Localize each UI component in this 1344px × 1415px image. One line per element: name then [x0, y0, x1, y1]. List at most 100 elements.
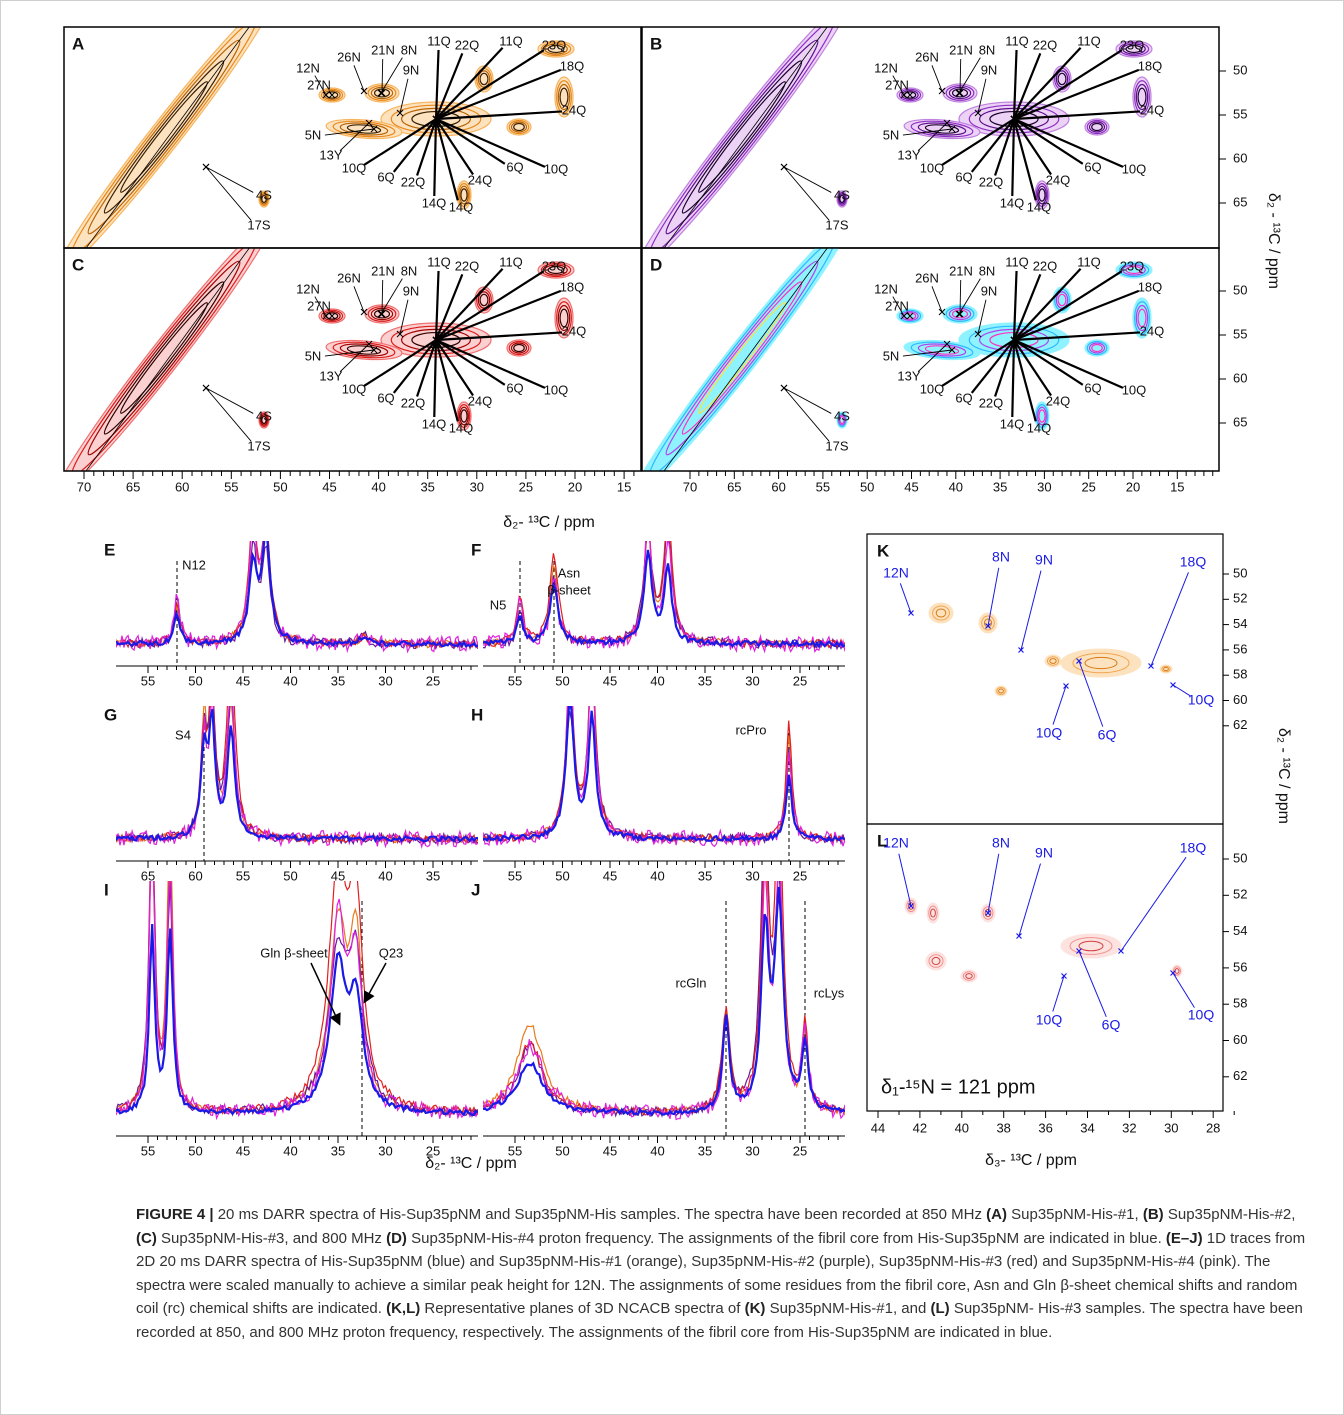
x-tick-label: 30 [1164, 1120, 1178, 1135]
x-tick-label: 35 [698, 868, 712, 883]
peak-pointer [363, 339, 437, 387]
peak-label: 8N [992, 835, 1010, 851]
peak-label: 24Q [1046, 172, 1071, 187]
contour [1091, 343, 1103, 353]
peak-label: 27N [885, 298, 909, 313]
peak-label: 18Q [1180, 554, 1207, 570]
contour [649, 27, 835, 248]
peak-pointer [435, 267, 504, 341]
peak-label: 22Q [979, 174, 1004, 189]
contour [649, 248, 835, 471]
x-tick-label: 50 [273, 479, 287, 494]
contour [984, 908, 992, 918]
peak-label: 18Q [560, 279, 585, 294]
x-tick-label: 28 [1206, 1120, 1220, 1135]
peak-label: 4S [256, 187, 272, 202]
x-tick-label: 34 [1080, 1120, 1094, 1135]
x-tick-label: 50 [860, 479, 874, 494]
peak-marker [1063, 683, 1069, 689]
contour [544, 264, 568, 276]
peak-label: 14Q [449, 199, 474, 214]
peak-pointer [902, 349, 953, 357]
peak-marker [370, 125, 378, 133]
peak-pointer [1013, 289, 1140, 342]
peak-label: 11Q [499, 254, 523, 269]
y-tick-label: 60 [1233, 370, 1247, 385]
peak-label: 11Q [499, 33, 523, 48]
contour [1161, 665, 1171, 673]
peak-label: 10Q [1122, 161, 1147, 176]
peak-label: 5N [883, 348, 900, 363]
annotation: rcLys [814, 985, 845, 1000]
peak-label: 26N [337, 49, 361, 64]
peak-pointer [434, 270, 440, 341]
x-tick-label: 50 [188, 673, 202, 688]
peak-pointer [783, 387, 830, 442]
peak-label: 6Q [377, 390, 394, 405]
peak-pointer [324, 349, 375, 357]
contour [540, 262, 572, 278]
contour [1038, 409, 1046, 423]
x-tick-label: 40 [650, 1143, 664, 1158]
contour [901, 311, 919, 321]
caption-text: Sup35pNM-His-#1, and [765, 1300, 931, 1317]
peak-pointer [1078, 950, 1107, 1017]
peak-label: 21N [949, 263, 973, 278]
contour [1088, 342, 1106, 354]
peak-pointer [353, 286, 365, 313]
x-tick-label: 35 [426, 868, 440, 883]
contour [460, 409, 468, 423]
caption-text: Sup35pNM-His-#1, [1006, 1206, 1143, 1223]
contour [71, 248, 257, 471]
x-tick-label: 65 [126, 479, 140, 494]
peak-label: 10Q [1036, 1012, 1063, 1028]
peak-pointer [434, 118, 459, 201]
peak-marker [328, 91, 336, 99]
peak-label: 6Q [377, 169, 394, 184]
peak-pointer [931, 286, 943, 313]
y-tick-label: 55 [1233, 326, 1247, 341]
trace [483, 541, 845, 654]
contour [510, 342, 528, 354]
peak-marker [1061, 973, 1067, 979]
peak-label: 14Q [1000, 195, 1025, 210]
peak-pointer [435, 339, 474, 397]
peak-label: 10Q [920, 381, 945, 396]
contour [1091, 122, 1103, 132]
y-tick-label: 62 [1233, 717, 1247, 732]
contour [1069, 937, 1113, 955]
peak-marker [906, 312, 914, 320]
x-tick-label: 60 [175, 479, 189, 494]
peak-marker [943, 119, 951, 127]
contour [64, 248, 273, 471]
contour [323, 90, 341, 100]
peak-label: 13Y [319, 368, 342, 383]
x-tick-label: 25 [793, 1143, 807, 1158]
peak-label: 14Q [449, 420, 474, 435]
peak-pointer [1012, 52, 1042, 120]
peak-label: 21N [371, 42, 395, 57]
x-tick-label: 55 [224, 479, 238, 494]
contour [120, 81, 208, 193]
contour [556, 80, 572, 114]
x-tick-label: 45 [603, 673, 617, 688]
peak-pointer [917, 122, 948, 152]
x-tick-label: 45 [236, 1143, 250, 1158]
x-tick-label: 30 [745, 673, 759, 688]
x-tick-label: 35 [993, 479, 1007, 494]
peak-marker [1016, 933, 1022, 939]
arrow [363, 962, 387, 1004]
contour [924, 124, 960, 134]
peak-pointer [205, 387, 254, 414]
peak-label: 22Q [1033, 37, 1058, 52]
peak-marker [396, 330, 404, 338]
peak-label: 24Q [1046, 393, 1071, 408]
peak-marker [948, 346, 956, 354]
contour [64, 27, 273, 248]
contour [837, 191, 847, 207]
peak-label: 6Q [1102, 1017, 1121, 1033]
contour [323, 311, 341, 321]
contour [508, 119, 530, 135]
peak-pointer [1013, 49, 1123, 120]
peak-pointer [994, 339, 1016, 397]
